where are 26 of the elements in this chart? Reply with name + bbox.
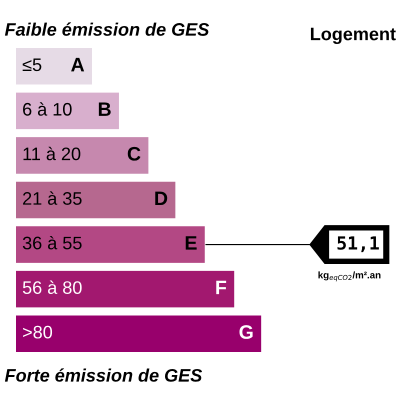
bar: [16, 137, 148, 174]
y-tick-label: >80: [23, 326, 52, 339]
bar: [16, 315, 262, 352]
annotation: E: [186, 236, 197, 250]
bar: [16, 92, 119, 130]
bar: [16, 270, 234, 308]
annotation: B: [98, 102, 111, 116]
annotation: D: [155, 192, 168, 206]
bar: [16, 182, 176, 218]
y-tick-label: 6 à 10: [23, 102, 72, 116]
text: kg$_{eqCO2}$/m².an: [318, 271, 380, 282]
y-tick-label: 11 à 20: [24, 146, 80, 160]
text: 51,1: [338, 236, 379, 252]
annotation: C: [128, 146, 140, 161]
annotation: G: [239, 325, 253, 339]
bar: [16, 48, 92, 85]
chart-title: Faible émission de GES: [4, 22, 210, 36]
annotation: F: [216, 280, 226, 294]
annotation: A: [71, 58, 84, 72]
x-axis-title: Forte émission de GES: [4, 368, 202, 382]
text: Logement: [310, 28, 396, 44]
bar: [16, 226, 205, 263]
y-tick-label: 56 à 80: [22, 280, 82, 294]
y-tick-label: 36 à 55: [22, 236, 82, 250]
y-tick-label: 21 à 35: [23, 191, 82, 205]
y-tick-label: ≤5: [22, 58, 42, 72]
